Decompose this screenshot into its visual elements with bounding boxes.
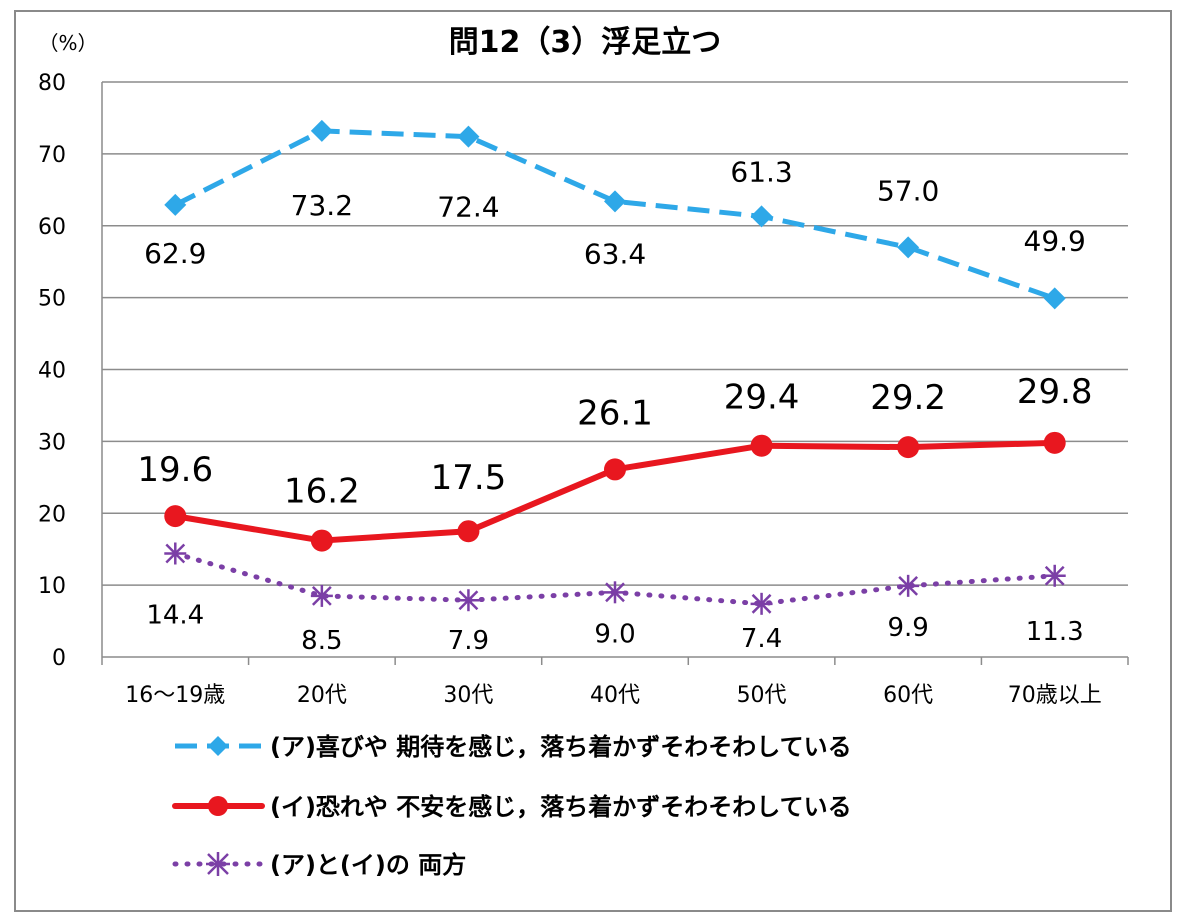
data-label: 17.5 [431, 458, 507, 498]
data-point-asterisk [206, 852, 230, 876]
y-tick-label: 0 [52, 646, 66, 671]
series-group [164, 119, 1066, 615]
legend-label-2: (ア)と(イ)の 両方 [270, 851, 466, 879]
data-label: 63.4 [584, 237, 646, 270]
data-point-circle [897, 436, 920, 459]
data-label: 9.0 [594, 619, 635, 649]
data-point-diamond [310, 119, 333, 142]
data-label: 57.0 [877, 174, 939, 207]
data-point-circle [1043, 431, 1066, 454]
data-label: 26.1 [577, 393, 653, 433]
y-tick-label: 10 [38, 574, 66, 599]
data-point-circle [164, 505, 187, 528]
data-point-asterisk [1043, 564, 1066, 587]
data-label: 61.3 [730, 155, 792, 188]
data-point-diamond [750, 205, 773, 228]
data-label: 49.9 [1024, 224, 1086, 257]
legend-label-0: (ア)喜びや 期待を感じ，落ち着かずそわそわしている [270, 733, 852, 761]
x-tick-label: 50代 [737, 683, 787, 708]
data-point-diamond [208, 736, 228, 756]
data-label: 29.4 [724, 378, 800, 418]
legend-label-1: (イ)恐れや 不安を感じ，落ち着かずそわそわしている [270, 793, 852, 821]
data-point-circle [750, 434, 773, 457]
data-point-circle [208, 796, 228, 816]
data-label: 11.3 [1026, 617, 1084, 647]
y-tick-label: 40 [38, 359, 66, 384]
data-label: 16.2 [284, 472, 360, 512]
y-tick-label: 80 [38, 71, 66, 96]
x-tick-label: 70歳以上 [1008, 683, 1102, 708]
data-point-circle [457, 520, 480, 543]
data-label: 73.2 [291, 189, 353, 222]
y-axis-unit: （%） [38, 31, 97, 55]
data-label: 7.4 [741, 624, 782, 654]
data-point-diamond [897, 236, 920, 259]
y-tick-label: 60 [38, 215, 66, 240]
data-label: 72.4 [437, 191, 499, 224]
data-point-asterisk [164, 542, 187, 565]
data-point-diamond [1043, 287, 1066, 310]
x-tick-label: 40代 [590, 683, 640, 708]
data-point-diamond [604, 190, 626, 213]
x-tick-label: 20代 [297, 683, 347, 708]
y-tick-label: 70 [38, 143, 66, 168]
y-axis-ticks: 0 10 20 30 40 50 60 70 80 [38, 71, 66, 671]
data-point-asterisk [750, 592, 773, 615]
data-point-asterisk [457, 589, 480, 612]
data-point-diamond [457, 125, 480, 148]
data-point-asterisk [897, 574, 920, 597]
data-point-asterisk [310, 584, 333, 607]
x-tick-label: 30代 [443, 683, 493, 708]
legend: (ア)喜びや 期待を感じ，落ち着かずそわそわしている (イ)恐れや 不安を感じ，落… [172, 733, 852, 879]
x-tick-label: 16～19歳 [125, 683, 225, 708]
data-point-circle [310, 529, 333, 552]
data-label: 62.9 [144, 237, 206, 270]
data-point-diamond [164, 193, 187, 216]
x-axis: 16～19歳 20代 30代 40代 50代 60代 70歳以上 [101, 82, 1129, 708]
data-labels: 62.9 73.2 72.4 63.4 61.3 57.0 49.9 19.6 16.2 17.5… [137, 155, 1092, 656]
x-tick-label: 60代 [883, 683, 933, 708]
chart-title: 問12（3）浮足立つ [449, 25, 722, 60]
data-label: 9.9 [887, 613, 928, 643]
data-point-circle [604, 458, 626, 481]
y-tick-label: 50 [38, 287, 66, 312]
gridlines [102, 81, 1128, 586]
data-point-asterisk [604, 581, 626, 604]
chart-frame [14, 10, 1172, 912]
data-label: 14.4 [146, 601, 204, 631]
data-label: 8.5 [301, 626, 342, 656]
data-label: 19.6 [137, 450, 213, 490]
data-label: 7.9 [448, 626, 489, 656]
data-label: 29.8 [1017, 372, 1093, 412]
y-tick-label: 30 [38, 430, 66, 455]
data-label: 29.2 [870, 378, 946, 418]
y-tick-label: 20 [38, 502, 66, 527]
